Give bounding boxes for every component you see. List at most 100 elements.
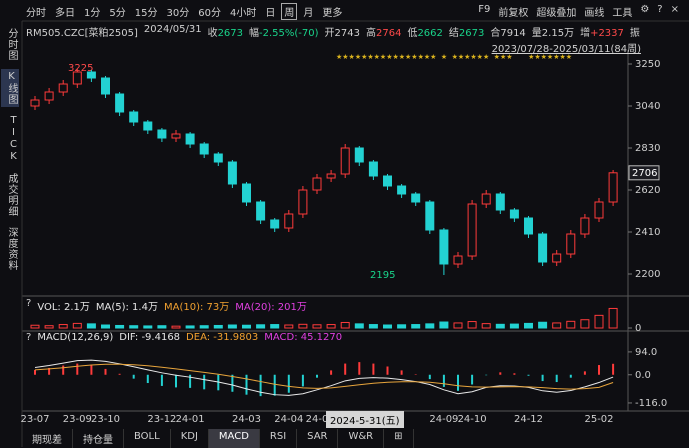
candle-body — [271, 220, 279, 228]
indicator-tab[interactable]: 持仓量 — [73, 429, 124, 448]
macd-bar — [598, 365, 600, 375]
legend-item: MACD: 45.1270 — [264, 332, 342, 343]
side-tab[interactable]: 分时图 — [1, 26, 19, 63]
macd-bar — [513, 373, 515, 374]
tool-button[interactable]: F9 — [478, 4, 490, 19]
macd-bar — [76, 364, 78, 375]
legend-item: MA(20): 201万 — [235, 298, 307, 313]
volume-bar — [468, 322, 476, 328]
tool-button[interactable]: 画线 — [584, 4, 604, 19]
volume-bar — [454, 323, 462, 328]
volume-bar — [285, 325, 293, 328]
macd-bar — [274, 375, 276, 396]
legend-item: ? — [26, 332, 31, 343]
macd-bar — [528, 375, 530, 376]
period-tab[interactable]: 4小时 — [230, 4, 256, 19]
quote-value: 7914 — [500, 28, 525, 39]
quote-label: 振 — [630, 28, 640, 39]
indicator-tab[interactable]: 期现差 — [22, 429, 73, 448]
volume-bar — [567, 321, 575, 328]
macd-bar — [401, 370, 403, 374]
candle-body — [144, 122, 152, 130]
quote-label: 高 — [366, 28, 376, 39]
period-tab[interactable]: 60分 — [198, 4, 221, 19]
volume-bar — [186, 326, 194, 328]
period-tab[interactable]: 更多 — [322, 4, 342, 19]
volume-bar — [595, 315, 603, 328]
indicator-tab[interactable]: W&R — [338, 429, 384, 448]
candle-body — [200, 144, 208, 154]
macd-bar — [443, 375, 445, 387]
side-tab[interactable]: TICK — [1, 113, 19, 165]
side-tab[interactable]: K线图 — [1, 69, 19, 107]
tool-bar: F9 前复权超级叠加画线工具 ⚙? × — [478, 4, 679, 19]
volume-bar — [59, 325, 67, 328]
indicator-tab[interactable]: MACD — [209, 429, 260, 448]
volume-bar — [144, 326, 152, 328]
x-tick-label: 24-0 — [306, 414, 329, 425]
volume-bar — [412, 325, 420, 328]
period-tab[interactable]: 多日 — [55, 4, 75, 19]
quote-label: 低 — [407, 28, 417, 39]
macd-bar — [344, 364, 346, 375]
period-tab[interactable]: 30分 — [166, 4, 189, 19]
candle-body — [496, 194, 504, 210]
quote-value: -2.55%(-70) — [259, 28, 319, 39]
indicator-tab[interactable]: RSI — [260, 429, 297, 448]
volume-bar — [45, 326, 53, 328]
period-tab[interactable]: 1分 — [84, 4, 100, 19]
side-tab[interactable]: 深度资料 — [1, 225, 19, 273]
tool-button[interactable]: 前复权 — [498, 4, 528, 19]
macd-bar — [358, 362, 360, 375]
quote-label: 量 — [532, 28, 542, 39]
tool-button[interactable]: ? — [657, 4, 662, 19]
tool-button[interactable]: 工具 — [612, 4, 632, 19]
macd-bar — [584, 371, 586, 374]
period-tab[interactable]: 15分 — [135, 4, 158, 19]
period-tab[interactable]: 5分 — [109, 4, 125, 19]
legend-item: ? — [26, 298, 31, 313]
candle-body — [257, 202, 265, 220]
quote-item: 高2764 — [366, 24, 401, 39]
macd-bar — [203, 375, 205, 390]
volume-bar — [341, 322, 349, 328]
period-tab[interactable]: 分时 — [26, 4, 46, 19]
period-tab[interactable]: 周 — [281, 3, 297, 20]
quote-label: 增 — [580, 28, 590, 39]
period-tab[interactable]: 日 — [265, 4, 275, 19]
volume-bar — [355, 324, 363, 328]
side-tab[interactable]: 成交明细 — [1, 171, 19, 219]
tool-button[interactable]: ⚙ — [640, 4, 649, 19]
quote-label: 合 — [490, 28, 500, 39]
macd-bar — [246, 375, 248, 395]
period-tab[interactable]: 月 — [303, 4, 313, 19]
tool-button[interactable]: × — [671, 4, 679, 19]
x-tick-label: 24-03 — [232, 414, 261, 425]
candle-body — [426, 202, 434, 230]
volume-bar — [158, 326, 166, 328]
indicator-tab[interactable]: ⊞ — [384, 429, 413, 448]
candle-body — [228, 162, 236, 184]
volume-bar — [130, 326, 138, 328]
candle-body — [31, 100, 39, 106]
candle-body — [186, 134, 194, 144]
indicator-tab[interactable]: BOLL — [124, 429, 171, 448]
x-tick-label: 23-07 — [20, 414, 49, 425]
candle-body — [510, 210, 518, 218]
indicator-tab[interactable]: SAR — [297, 429, 338, 448]
candle-body — [454, 256, 462, 264]
period-bar: 分时多日 1分 5分 15分 30分 60分 4小时日周月更多 — [26, 4, 342, 19]
x-tick-label: 23-10 — [91, 414, 120, 425]
indicator-tab[interactable]: KDJ — [171, 429, 209, 448]
y-tick-label: 2410 — [635, 227, 660, 238]
candle-body — [539, 234, 547, 262]
y-tick-label: 0 — [635, 323, 641, 334]
volume-bar — [369, 325, 377, 328]
tool-button[interactable]: 超级叠加 — [536, 4, 576, 19]
legend-item: VOL: 2.1万 — [37, 298, 90, 313]
candle-body — [172, 134, 180, 138]
x-tick-label: 24-04 — [274, 414, 303, 425]
